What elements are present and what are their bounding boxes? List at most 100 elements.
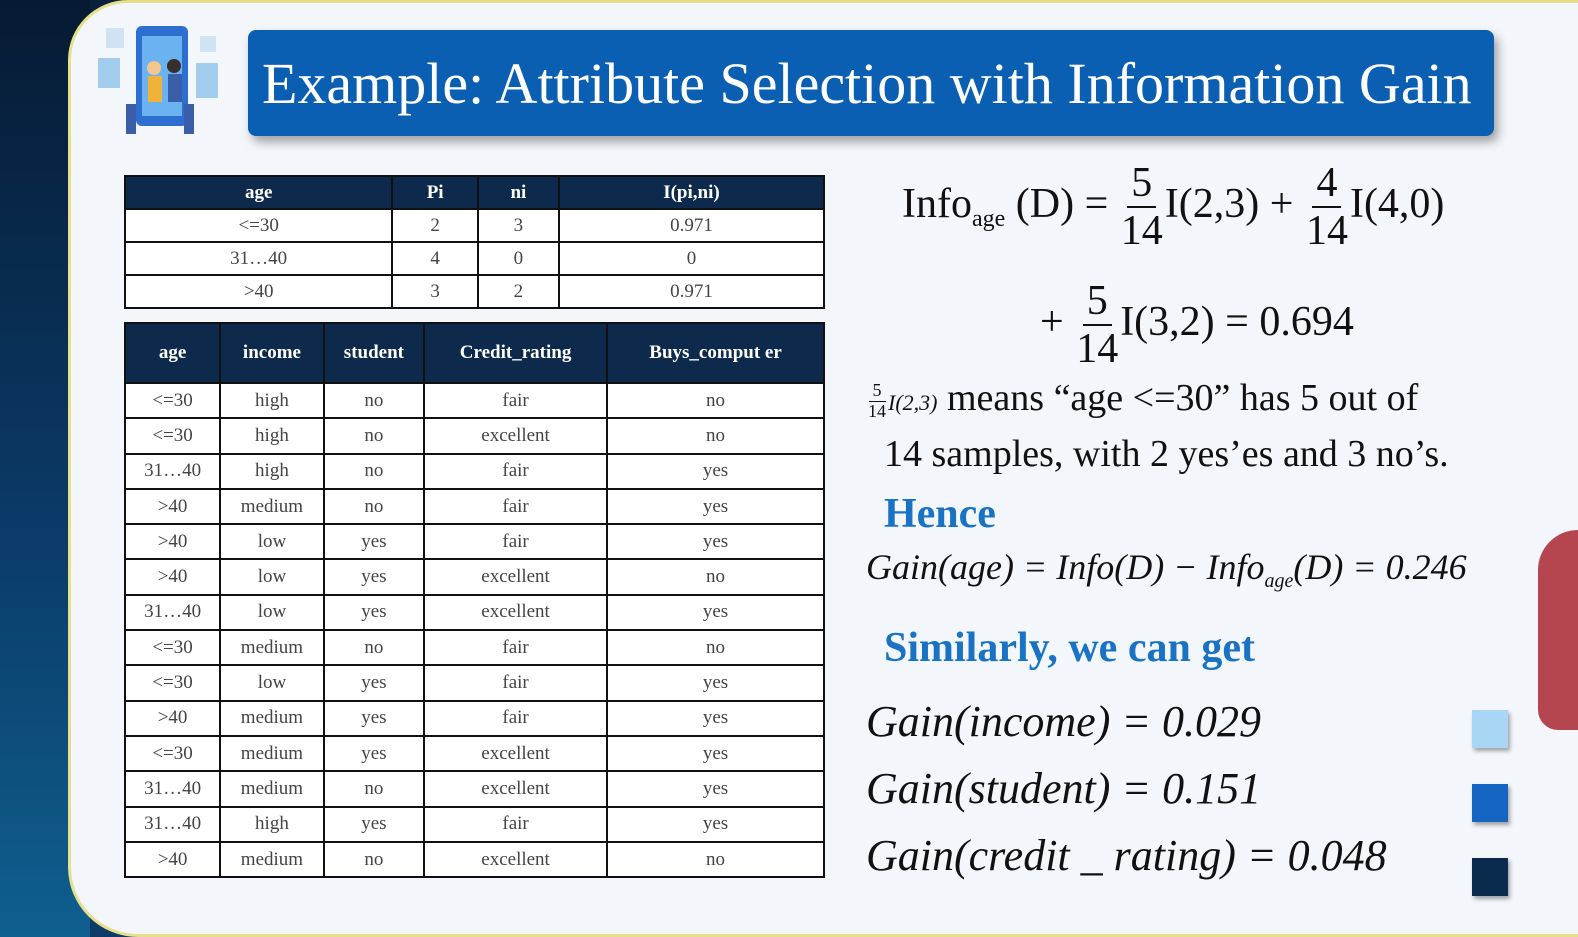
table-row: 31…40 medium no excellent yes <box>123 770 825 808</box>
table-cell: yes <box>606 593 825 632</box>
table-cell: no <box>606 840 825 879</box>
table-cell: <=30 <box>123 381 222 420</box>
table-cell: low <box>219 523 325 561</box>
table-cell: yes <box>606 734 825 773</box>
table-cell: fair <box>423 452 609 490</box>
table-cell: medium <box>219 487 325 526</box>
legend-square-dark <box>1472 858 1508 896</box>
table-row: 31…40 high no fair yes <box>123 452 825 490</box>
table-cell: low <box>219 593 325 632</box>
hence-heading: Hence <box>884 491 996 537</box>
table-cell: no <box>606 381 825 420</box>
table-cell: 31…40 <box>123 241 394 276</box>
fraction-denominator: 14 <box>1076 326 1119 373</box>
table-cell: medium <box>219 734 325 773</box>
table-row: <=30 medium yes excellent yes <box>123 734 825 773</box>
table-row: <=30 low yes fair yes <box>123 664 825 702</box>
table-row: >40 low yes excellent no <box>123 558 825 596</box>
table-cell: >40 <box>123 487 222 526</box>
table-cell: yes <box>606 664 825 702</box>
plus-sign: + <box>1040 298 1064 345</box>
table-cell: fair <box>423 805 609 843</box>
table-cell: yes <box>606 805 825 843</box>
presenter-edge <box>1538 530 1578 730</box>
gain-credit-rating: Gain(credit _ rating) = 0.048 <box>866 831 1387 880</box>
table-row: >40 low yes fair yes <box>123 523 825 561</box>
table-cell: yes <box>322 558 426 596</box>
table-cell: yes <box>322 805 426 843</box>
legend-square-mid <box>1472 784 1508 822</box>
explanation-line1: 5 14 I(2,3) means “age <=30” has 5 out of <box>866 376 1418 422</box>
table-cell: no <box>322 487 426 526</box>
small-fraction: 5 14 <box>868 380 886 422</box>
table-cell: 3 <box>476 208 560 243</box>
table-cell: excellent <box>423 770 609 808</box>
table-cell: fair <box>423 487 609 526</box>
info-age-formula: Infoage (D) = 5 14 I(2,3) + 4 14 I(4,0) <box>902 160 1444 254</box>
fraction-4-14: 4 14 <box>1306 160 1348 254</box>
table-cell: yes <box>606 452 825 490</box>
table-cell: 31…40 <box>123 593 222 632</box>
fraction-numerator: 5 <box>1082 278 1112 327</box>
table-cell: >40 <box>123 523 222 561</box>
gain-age-right: (D) = 0.246 <box>1293 547 1467 587</box>
table-cell: excellent <box>423 840 609 879</box>
term-i32: I(3,2) = 0.694 <box>1120 298 1354 345</box>
gain-age-subscript: age <box>1264 570 1294 593</box>
age-summary-table: age Pi ni I(pi,ni) <=30 2 3 0.971 31…40 4 0 0 >40 3 2… <box>123 175 826 309</box>
table-cell: high <box>219 417 325 455</box>
table-cell: excellent <box>423 734 609 773</box>
table-cell: 4 <box>391 241 479 276</box>
table-cell: >40 <box>123 558 222 596</box>
table-cell: 0 <box>476 241 560 276</box>
info-d: (D) = <box>1015 180 1109 227</box>
table-cell: fair <box>423 664 609 702</box>
fraction-5-14: 5 14 <box>1121 160 1163 254</box>
table-cell: high <box>219 381 325 420</box>
table-cell: yes <box>606 770 825 808</box>
table-row: >40 medium yes fair yes <box>123 699 825 737</box>
fraction-numerator: 4 <box>1312 160 1342 209</box>
table-cell: <=30 <box>123 208 394 243</box>
table-cell: high <box>219 452 325 490</box>
column-header: ni <box>476 175 560 210</box>
table-cell: fair <box>423 381 609 420</box>
legend-square-light <box>1472 710 1508 748</box>
table-cell: 3 <box>391 274 479 309</box>
table-cell: no <box>322 840 426 879</box>
table-cell: excellent <box>423 593 609 632</box>
table-cell: medium <box>219 770 325 808</box>
column-header: Credit_rating <box>423 322 609 384</box>
fraction-denominator: 14 <box>1120 208 1163 255</box>
table-row: <=30 2 3 0.971 <box>123 208 826 243</box>
table-cell: medium <box>219 699 325 737</box>
small-term: I(2,3) <box>888 390 938 415</box>
table-cell: >40 <box>123 274 394 309</box>
table-cell: yes <box>322 699 426 737</box>
table-cell: fair <box>423 699 609 737</box>
table-cell: yes <box>322 734 426 773</box>
table-row: <=30 high no fair no <box>123 381 825 420</box>
similarly-heading: Similarly, we can get <box>884 625 1255 671</box>
term-i23: I(2,3) + <box>1164 180 1294 227</box>
table-cell: no <box>606 558 825 596</box>
gain-age-formula: Gain(age) = Info(D) − Infoage(D) = 0.246 <box>866 546 1467 593</box>
slide-title: Example: Attribute Selection with Inform… <box>248 30 1494 136</box>
table-cell: yes <box>606 699 825 737</box>
table-cell: 0.971 <box>557 208 826 243</box>
table-cell: 2 <box>476 274 560 309</box>
table-cell: <=30 <box>123 417 222 455</box>
fraction-numerator: 5 <box>868 380 886 402</box>
table-cell: fair <box>423 523 609 561</box>
table-row: <=30 high no excellent no <box>123 417 825 455</box>
table-cell: 2 <box>391 208 479 243</box>
fraction-denominator: 14 <box>1305 208 1348 255</box>
info-label: Info <box>902 180 972 227</box>
table-cell: yes <box>322 523 426 561</box>
table-cell: excellent <box>423 417 609 455</box>
table-cell: yes <box>322 664 426 702</box>
table-cell: high <box>219 805 325 843</box>
fraction-denominator: 14 <box>868 400 886 421</box>
table-cell: no <box>322 770 426 808</box>
column-header: I(pi,ni) <box>557 175 826 210</box>
